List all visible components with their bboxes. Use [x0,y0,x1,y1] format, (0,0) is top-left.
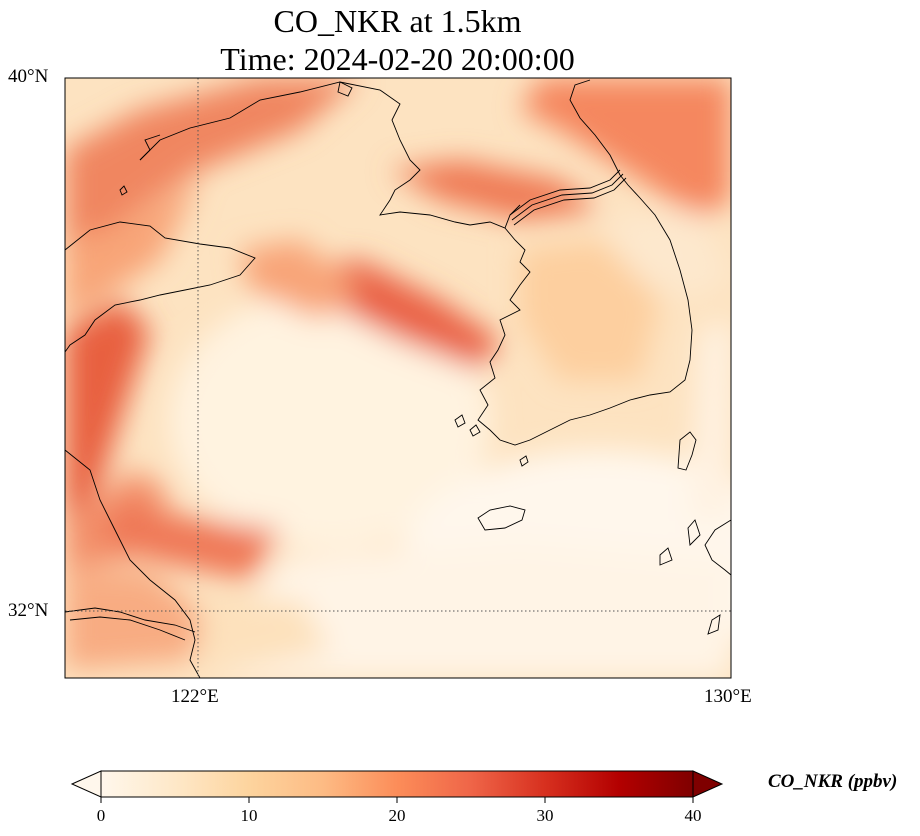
map-frame [64,77,732,679]
map-title-line2: Time: 2024-02-20 20:00:00 [220,41,575,77]
colorbar-extend-high [692,770,724,798]
colorbar-gradient [101,771,693,797]
co-concentration-field [65,78,731,678]
colorbar-tick-30: 30 [536,806,554,825]
colorbar-extend-low [70,770,102,798]
lat-tick-32n: 32°N [8,600,49,621]
map-title-line1: CO_NKR at 1.5km [273,3,522,39]
coastlines [65,79,731,678]
lon-tick-122e: 122°E [171,686,219,707]
lon-tick-130e: 130°E [704,686,752,707]
lat-tick-40n: 40°N [8,66,49,87]
colorbar-tick-10: 10 [240,806,258,825]
colorbar-tick-40: 40 [684,806,702,825]
colorbar-tick-20: 20 [388,806,406,825]
colorbar-tick-0: 0 [96,806,106,825]
gridlines [65,78,731,678]
colorbar-label: CO_NKR (ppbv) [768,771,898,792]
colorbar [70,770,724,803]
